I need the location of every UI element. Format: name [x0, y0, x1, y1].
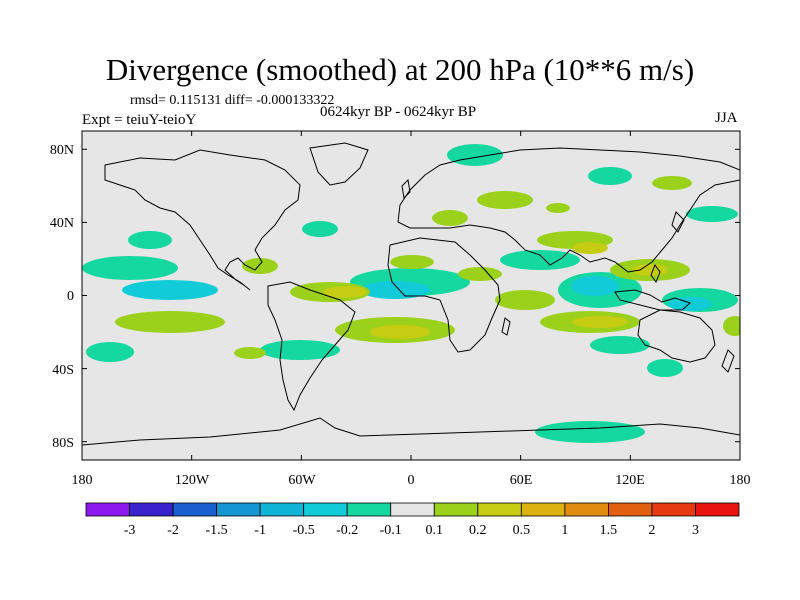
field-blob [572, 316, 628, 328]
field-blob [647, 359, 683, 377]
colorbar-swatch [85, 502, 130, 517]
colorbar-swatch [520, 502, 566, 517]
coast-madagascar [501, 317, 511, 336]
y-tick-label: 80N [50, 143, 74, 158]
colorbar-swatch [390, 502, 435, 517]
x-tick-label: 120W [175, 473, 210, 488]
colorbar-swatch [433, 502, 479, 517]
field-blob [572, 242, 608, 254]
colorbar-label: -2 [167, 523, 179, 538]
stats-text: rmsd= 0.115131 diff= -0.000133322 [130, 93, 335, 108]
coast-greenland [309, 142, 369, 186]
colorbar-swatch [651, 502, 696, 517]
field-blob [302, 221, 338, 237]
colorbar-label: 1 [561, 523, 568, 538]
colorbar-swatch [695, 502, 740, 517]
colorbar-swatch [303, 502, 348, 517]
coast-philippines [650, 263, 661, 284]
map-title: Divergence (smoothed) at 200 hPa (10**6 … [105, 52, 695, 87]
divergence-field [82, 144, 740, 443]
colorbar-label: 1.5 [600, 523, 618, 538]
period-label: 0624kyr BP - 0624kyr BP [320, 104, 477, 120]
colorbar-label: -0.1 [380, 523, 402, 538]
x-axis: 180 120W 60W 0 60E 120E 180 [72, 473, 751, 488]
field-blob [115, 311, 225, 333]
season-label: JJA [715, 110, 738, 126]
coast-south-america [267, 281, 356, 412]
field-blob [477, 191, 533, 209]
field-blob [260, 340, 340, 360]
coast-japan [671, 211, 685, 233]
colorbar-label: -1.5 [206, 523, 228, 538]
field-blob [458, 267, 502, 281]
colorbar-swatch [477, 502, 522, 517]
y-tick-label: 40S [52, 363, 74, 378]
y-tick-label: 80S [52, 436, 74, 451]
field-blob [360, 281, 430, 299]
colorbar-label: 2 [648, 523, 655, 538]
coastlines [82, 142, 740, 446]
colorbar-label: 0.2 [469, 523, 487, 538]
colorbar-label: 0.5 [513, 523, 531, 538]
colorbar-swatch [259, 502, 305, 517]
x-tick-label: 60W [288, 473, 316, 488]
x-tick-label: 120E [615, 473, 645, 488]
field-blob [122, 280, 218, 300]
colorbar-swatch [346, 502, 392, 517]
y-axis: 80N 40N 0 40S 80S [50, 143, 74, 451]
colorbar-swatch [564, 502, 609, 517]
field-blob [234, 347, 266, 359]
colorbar [85, 502, 740, 517]
x-tick-label: 60E [510, 473, 533, 488]
colorbar-labels: -3 -2 -1.5 -1 -0.5 -0.2 -0.1 0.1 0.2 0.5 1 1.5 2 3 [124, 523, 699, 538]
colorbar-swatch [172, 502, 217, 517]
field-blob [590, 336, 650, 354]
coast-new-zealand [721, 349, 735, 373]
coast-north-america [104, 149, 301, 291]
coast-antarctica [82, 417, 740, 446]
field-blob [447, 144, 503, 166]
x-tick-label: 180 [730, 473, 751, 488]
field-blob [546, 203, 570, 213]
field-blob [535, 421, 645, 443]
field-blob [242, 258, 278, 274]
colorbar-label: -0.5 [293, 523, 315, 538]
field-blob [370, 325, 430, 339]
x-tick-label: 180 [72, 473, 93, 488]
coast-australia [637, 309, 716, 363]
coast-eurasia [397, 147, 740, 273]
field-blob [390, 255, 434, 269]
field-blob [495, 290, 555, 310]
coast-africa [387, 237, 501, 353]
field-blob [128, 231, 172, 249]
field-blob [432, 210, 468, 226]
colorbar-swatch [216, 502, 261, 517]
field-blob [652, 176, 692, 190]
field-blob [82, 256, 178, 280]
field-blob [588, 167, 632, 185]
field-blob [323, 286, 367, 298]
colorbar-swatch [608, 502, 653, 517]
colorbar-label: -3 [124, 523, 136, 538]
field-blob [723, 316, 740, 336]
colorbar-label: 3 [692, 523, 699, 538]
experiment-label: Expt = teiuY-teioY [82, 112, 197, 128]
field-blob [668, 297, 712, 311]
field-blob [686, 206, 738, 222]
x-tick-label: 0 [408, 473, 415, 488]
colorbar-label: -0.2 [336, 523, 358, 538]
coast-indonesia [614, 289, 691, 311]
field-blob [500, 250, 580, 270]
y-tick-label: 40N [50, 216, 74, 231]
field-blob [86, 342, 134, 362]
colorbar-swatch [129, 502, 174, 517]
coast-uk [401, 178, 411, 200]
colorbar-label: 0.1 [426, 523, 444, 538]
field-blob [632, 264, 668, 276]
field-blob [571, 276, 619, 296]
y-tick-label: 0 [67, 289, 74, 304]
colorbar-label: -1 [254, 523, 266, 538]
